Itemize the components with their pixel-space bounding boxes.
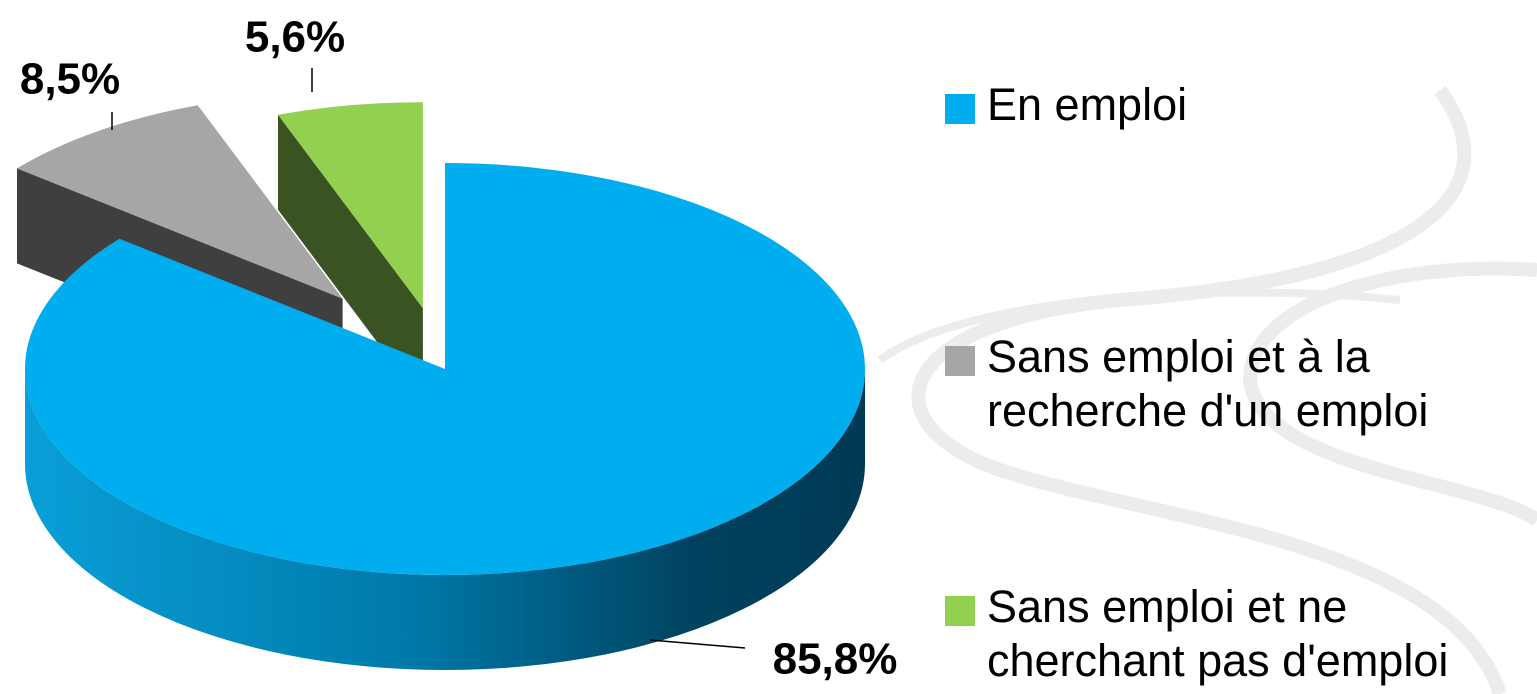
legend-label: En emploi — [987, 79, 1188, 130]
legend-swatch — [945, 94, 975, 124]
legend-swatch — [945, 346, 975, 376]
slice — [278, 102, 423, 309]
slice-side — [25, 369, 865, 670]
slice — [17, 105, 343, 299]
legend-swatch — [945, 596, 975, 626]
leader-line — [649, 639, 746, 649]
slice — [24, 163, 865, 575]
legend-label: Sans emploi et ne cherchant pas d'emploi — [987, 581, 1449, 686]
legend-item: Sans emploi et ne cherchant pas d'emploi — [945, 580, 1535, 688]
legend-item: Sans emploi et à la recherche d'un emplo… — [945, 330, 1535, 438]
legend-item: En emploi — [945, 78, 1535, 132]
slice-wall — [278, 114, 423, 404]
background-swirls — [877, 85, 1537, 694]
value-label: 8,5% — [20, 55, 120, 104]
value-label: 85,8% — [773, 635, 898, 684]
legend-label: Sans emploi et à la recherche d'un emplo… — [987, 331, 1429, 436]
value-label: 5,6% — [245, 13, 345, 62]
